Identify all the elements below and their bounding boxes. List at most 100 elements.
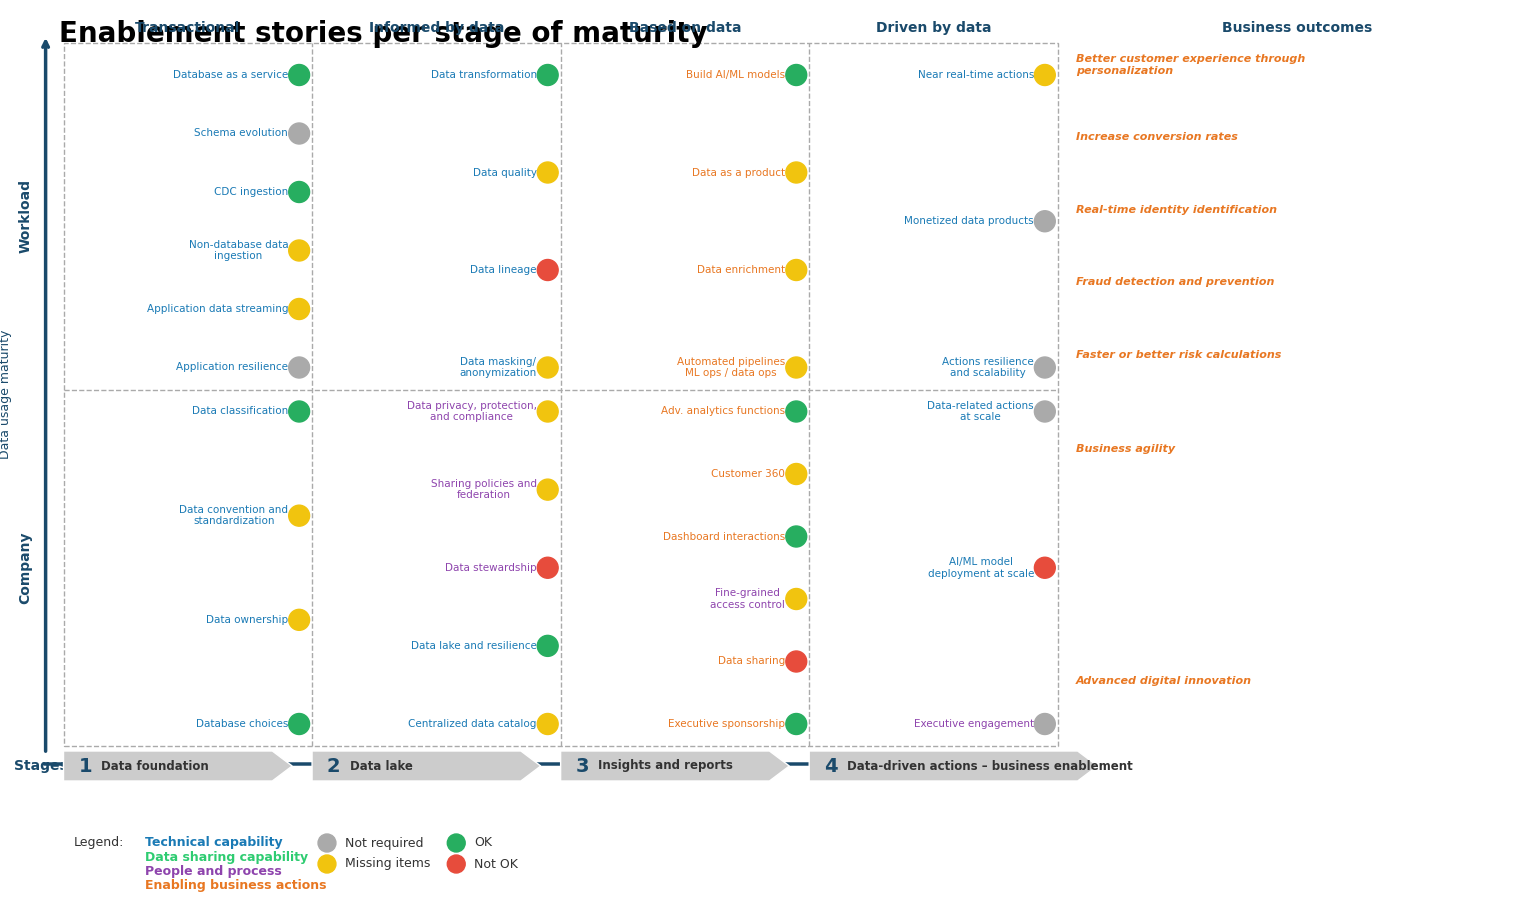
Text: Enablement stories per stage of maturity: Enablement stories per stage of maturity bbox=[58, 20, 707, 48]
Text: Executive sponsorship: Executive sponsorship bbox=[668, 719, 785, 729]
FancyArrow shape bbox=[809, 751, 1098, 781]
Text: Advanced digital innovation: Advanced digital innovation bbox=[1075, 676, 1252, 686]
Circle shape bbox=[538, 401, 558, 422]
Bar bbox=[63, 43, 1058, 746]
Text: Data as a product: Data as a product bbox=[693, 168, 785, 178]
Circle shape bbox=[1034, 211, 1055, 232]
Text: Database as a service: Database as a service bbox=[174, 70, 289, 80]
Text: Sharing policies and
federation: Sharing policies and federation bbox=[430, 479, 536, 500]
Circle shape bbox=[786, 65, 806, 85]
Circle shape bbox=[786, 526, 806, 547]
Text: Faster or better risk calculations: Faster or better risk calculations bbox=[1075, 349, 1281, 359]
Text: Schema evolution: Schema evolution bbox=[195, 128, 289, 138]
Text: Customer 360: Customer 360 bbox=[711, 469, 785, 479]
Text: 4: 4 bbox=[825, 756, 837, 776]
Text: Executive engagement: Executive engagement bbox=[914, 719, 1034, 729]
Text: Data convention and
standardization: Data convention and standardization bbox=[180, 505, 289, 526]
Text: Workload: Workload bbox=[18, 180, 32, 253]
Text: 2: 2 bbox=[327, 756, 341, 776]
Text: Data enrichment: Data enrichment bbox=[697, 265, 785, 275]
Circle shape bbox=[538, 636, 558, 656]
Text: Data lineage: Data lineage bbox=[470, 265, 536, 275]
Text: Not required: Not required bbox=[346, 837, 424, 850]
Text: Data stewardship: Data stewardship bbox=[445, 563, 536, 573]
Text: People and process: People and process bbox=[144, 865, 281, 878]
Text: Actions resilience
and scalability: Actions resilience and scalability bbox=[942, 357, 1034, 378]
Circle shape bbox=[786, 463, 806, 485]
Text: AI/ML model
deployment at scale: AI/ML model deployment at scale bbox=[928, 557, 1034, 578]
FancyArrow shape bbox=[312, 751, 541, 781]
Circle shape bbox=[289, 240, 310, 261]
Text: Based on data: Based on data bbox=[628, 21, 742, 35]
Text: Insights and reports: Insights and reports bbox=[599, 760, 733, 772]
Circle shape bbox=[289, 123, 310, 144]
Circle shape bbox=[289, 357, 310, 378]
Circle shape bbox=[289, 610, 310, 630]
Text: Data-driven actions – business enablement: Data-driven actions – business enablemen… bbox=[846, 760, 1132, 772]
Text: Stages: Stages bbox=[14, 759, 68, 773]
Text: Monetized data products: Monetized data products bbox=[905, 216, 1034, 226]
Text: Real-time identity identification: Real-time identity identification bbox=[1075, 205, 1276, 215]
Text: Data classification: Data classification bbox=[192, 407, 289, 417]
Text: Data privacy, protection,
and compliance: Data privacy, protection, and compliance bbox=[407, 401, 536, 422]
Text: Dashboard interactions: Dashboard interactions bbox=[664, 532, 785, 541]
Text: Increase conversion rates: Increase conversion rates bbox=[1075, 132, 1238, 143]
Text: Non-database data
ingestion: Non-database data ingestion bbox=[189, 240, 289, 261]
Circle shape bbox=[289, 506, 310, 526]
Text: Data transformation: Data transformation bbox=[430, 70, 536, 80]
Text: 3: 3 bbox=[576, 756, 588, 776]
Circle shape bbox=[786, 714, 806, 735]
Text: Missing items: Missing items bbox=[346, 858, 430, 870]
Text: Centralized data catalog: Centralized data catalog bbox=[409, 719, 536, 729]
Text: Data-related actions
at scale: Data-related actions at scale bbox=[928, 401, 1034, 422]
Text: Fine-grained
access control: Fine-grained access control bbox=[711, 588, 785, 610]
Text: Better customer experience through
personalization: Better customer experience through perso… bbox=[1075, 54, 1306, 75]
Circle shape bbox=[538, 480, 558, 500]
Text: Data usage maturity: Data usage maturity bbox=[0, 330, 12, 459]
Text: Data sharing capability: Data sharing capability bbox=[144, 850, 309, 864]
Text: Data foundation: Data foundation bbox=[101, 760, 209, 772]
Text: Near real-time actions: Near real-time actions bbox=[917, 70, 1034, 80]
Circle shape bbox=[1034, 558, 1055, 578]
Text: Driven by data: Driven by data bbox=[876, 21, 991, 35]
Text: CDC ingestion: CDC ingestion bbox=[214, 187, 289, 197]
FancyArrow shape bbox=[63, 751, 292, 781]
Circle shape bbox=[1034, 714, 1055, 735]
Circle shape bbox=[289, 714, 310, 735]
Text: Data masking/
anonymization: Data masking/ anonymization bbox=[459, 357, 536, 378]
Text: Transactional: Transactional bbox=[135, 21, 241, 35]
Circle shape bbox=[538, 65, 558, 85]
Text: Not OK: Not OK bbox=[475, 858, 518, 870]
Circle shape bbox=[1034, 401, 1055, 422]
Circle shape bbox=[786, 401, 806, 422]
Circle shape bbox=[538, 260, 558, 280]
Circle shape bbox=[786, 357, 806, 378]
Circle shape bbox=[289, 181, 310, 203]
Circle shape bbox=[786, 260, 806, 280]
FancyArrow shape bbox=[561, 751, 790, 781]
Text: Company: Company bbox=[18, 532, 32, 604]
Text: Legend:: Legend: bbox=[74, 836, 124, 849]
Text: Technical capability: Technical capability bbox=[144, 836, 283, 849]
Text: Application data streaming: Application data streaming bbox=[147, 304, 289, 314]
Circle shape bbox=[289, 298, 310, 320]
Circle shape bbox=[786, 162, 806, 183]
Text: Data ownership: Data ownership bbox=[206, 615, 289, 625]
Text: Informed by data: Informed by data bbox=[369, 21, 504, 35]
Circle shape bbox=[1034, 357, 1055, 378]
Text: Adv. analytics functions: Adv. analytics functions bbox=[660, 407, 785, 417]
Text: 1: 1 bbox=[78, 756, 92, 776]
Text: Automated pipelines
ML ops / data ops: Automated pipelines ML ops / data ops bbox=[677, 357, 785, 378]
Circle shape bbox=[289, 401, 310, 422]
Circle shape bbox=[538, 558, 558, 578]
Text: Fraud detection and prevention: Fraud detection and prevention bbox=[1075, 277, 1273, 287]
Text: Data lake: Data lake bbox=[350, 760, 413, 772]
Text: Data sharing: Data sharing bbox=[719, 656, 785, 666]
Text: OK: OK bbox=[475, 837, 492, 850]
Circle shape bbox=[318, 855, 336, 873]
Circle shape bbox=[1034, 65, 1055, 85]
Circle shape bbox=[538, 357, 558, 378]
Circle shape bbox=[786, 588, 806, 610]
Text: Build AI/ML models: Build AI/ML models bbox=[687, 70, 785, 80]
Circle shape bbox=[786, 651, 806, 672]
